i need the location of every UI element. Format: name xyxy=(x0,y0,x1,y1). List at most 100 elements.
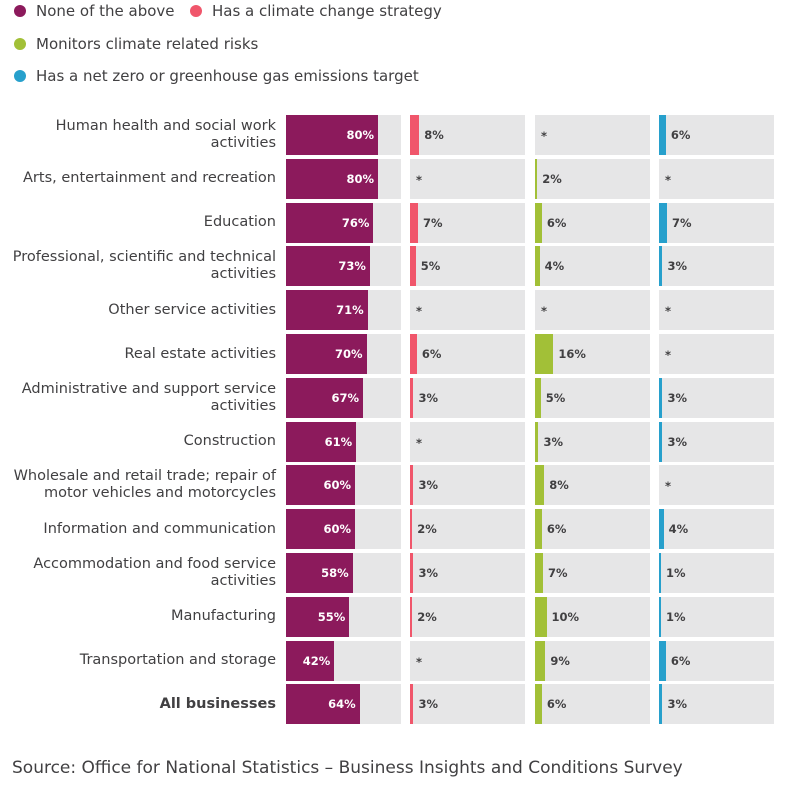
data-bar xyxy=(286,465,355,506)
data-label: 80% xyxy=(346,128,374,142)
data-label: 9% xyxy=(550,653,570,668)
legend-label: Has a net zero or greenhouse gas emissio… xyxy=(36,67,419,85)
panel-background xyxy=(535,202,650,243)
panel-background xyxy=(535,596,650,637)
panel-background xyxy=(659,684,774,725)
panel-background xyxy=(535,509,650,550)
data-label: 7% xyxy=(423,215,443,230)
data-bar xyxy=(410,246,416,287)
category-label: Professional, scientific and technical a… xyxy=(12,249,276,283)
data-bar xyxy=(410,553,414,593)
data-label: 64% xyxy=(328,697,356,712)
data-label: 60% xyxy=(323,478,351,493)
panel-background xyxy=(535,158,650,199)
panel-background xyxy=(410,465,525,506)
data-label: 5% xyxy=(420,259,441,274)
panel-background xyxy=(410,684,525,725)
data-label: 2% xyxy=(417,522,437,537)
data-label: 6% xyxy=(670,128,691,142)
category-label: Accommodation and food service activitie… xyxy=(33,556,276,589)
data-label: 3% xyxy=(418,697,438,712)
data-label: 3% xyxy=(667,390,687,405)
data-bar xyxy=(410,115,420,155)
data-label: 58% xyxy=(321,566,349,580)
data-label: 42% xyxy=(302,653,331,668)
data-bar xyxy=(286,421,357,462)
suppressed-marker: * xyxy=(665,479,672,494)
category-label: All businesses xyxy=(159,695,276,712)
suppressed-marker: * xyxy=(416,172,423,187)
category-label: Human health and social work activities xyxy=(55,118,276,151)
data-bar xyxy=(659,202,668,243)
data-label: 1% xyxy=(666,566,686,580)
data-bar xyxy=(410,509,413,550)
panel-background xyxy=(659,509,774,550)
data-label: 8% xyxy=(549,478,569,493)
panel-background xyxy=(659,115,774,155)
data-bar xyxy=(286,509,355,550)
panel-background xyxy=(410,158,525,199)
suppressed-marker: * xyxy=(416,435,423,450)
panel-background xyxy=(410,553,525,593)
category-label: Arts, entertainment and recreation xyxy=(23,170,276,187)
data-label: 6% xyxy=(670,653,691,668)
panel-background xyxy=(659,596,774,637)
data-label: 70% xyxy=(334,347,363,361)
data-bar xyxy=(410,465,414,506)
data-bar xyxy=(286,246,370,287)
panel-background xyxy=(410,640,525,681)
panel-background xyxy=(659,202,774,243)
panel-background xyxy=(535,246,650,287)
suppressed-marker: * xyxy=(541,129,548,143)
data-label: 10% xyxy=(551,609,580,624)
panel-background xyxy=(659,246,774,287)
data-label: 3% xyxy=(418,390,438,405)
legend-label: Monitors climate related risks xyxy=(36,35,259,53)
panel-background xyxy=(535,640,650,681)
panel-background xyxy=(410,509,525,550)
data-bar xyxy=(286,553,353,593)
data-bar xyxy=(535,640,546,681)
category-label: Information and communication xyxy=(43,520,276,537)
legend-swatch-icon xyxy=(14,70,26,82)
category-label: Transportation and storage xyxy=(79,652,276,669)
panel-background xyxy=(410,377,525,418)
data-label: 4% xyxy=(544,259,565,274)
data-bar xyxy=(286,334,367,374)
source-note: Source: Office for National Statistics –… xyxy=(12,758,683,778)
data-bar xyxy=(410,684,414,725)
data-label: 4% xyxy=(668,522,689,537)
data-bar xyxy=(535,465,545,506)
data-bar xyxy=(659,596,661,637)
data-label: 3% xyxy=(543,434,563,449)
category-label: Manufacturing xyxy=(171,608,276,625)
panel-background xyxy=(659,640,774,681)
data-bar xyxy=(659,553,661,593)
panel-background xyxy=(659,334,774,374)
suppressed-marker: * xyxy=(665,348,672,362)
data-label: 3% xyxy=(667,259,687,274)
data-bar xyxy=(659,684,663,725)
data-bar xyxy=(535,596,547,637)
panel-background xyxy=(535,334,650,374)
category-label: Other service activities xyxy=(108,301,276,318)
legend-swatch-icon xyxy=(14,5,26,17)
data-bar xyxy=(286,158,378,199)
data-bar xyxy=(535,377,541,418)
data-label: 6% xyxy=(421,347,442,361)
data-label: 60% xyxy=(323,522,351,537)
category-label: Real estate activities xyxy=(124,345,277,362)
data-label: 80% xyxy=(346,171,374,186)
category-label: Wholesale and retail trade; repair of mo… xyxy=(13,468,276,502)
panel-background xyxy=(410,115,525,155)
data-label: 5% xyxy=(545,390,566,405)
panel-background xyxy=(410,202,525,243)
data-label: 76% xyxy=(341,215,370,230)
category-label: Administrative and support service activ… xyxy=(21,380,276,414)
category-label: Education xyxy=(203,214,276,231)
panel-background xyxy=(410,246,525,287)
suppressed-marker: * xyxy=(541,304,548,319)
data-bar xyxy=(535,509,542,550)
data-label: 6% xyxy=(546,215,567,230)
panel-background xyxy=(535,377,650,418)
